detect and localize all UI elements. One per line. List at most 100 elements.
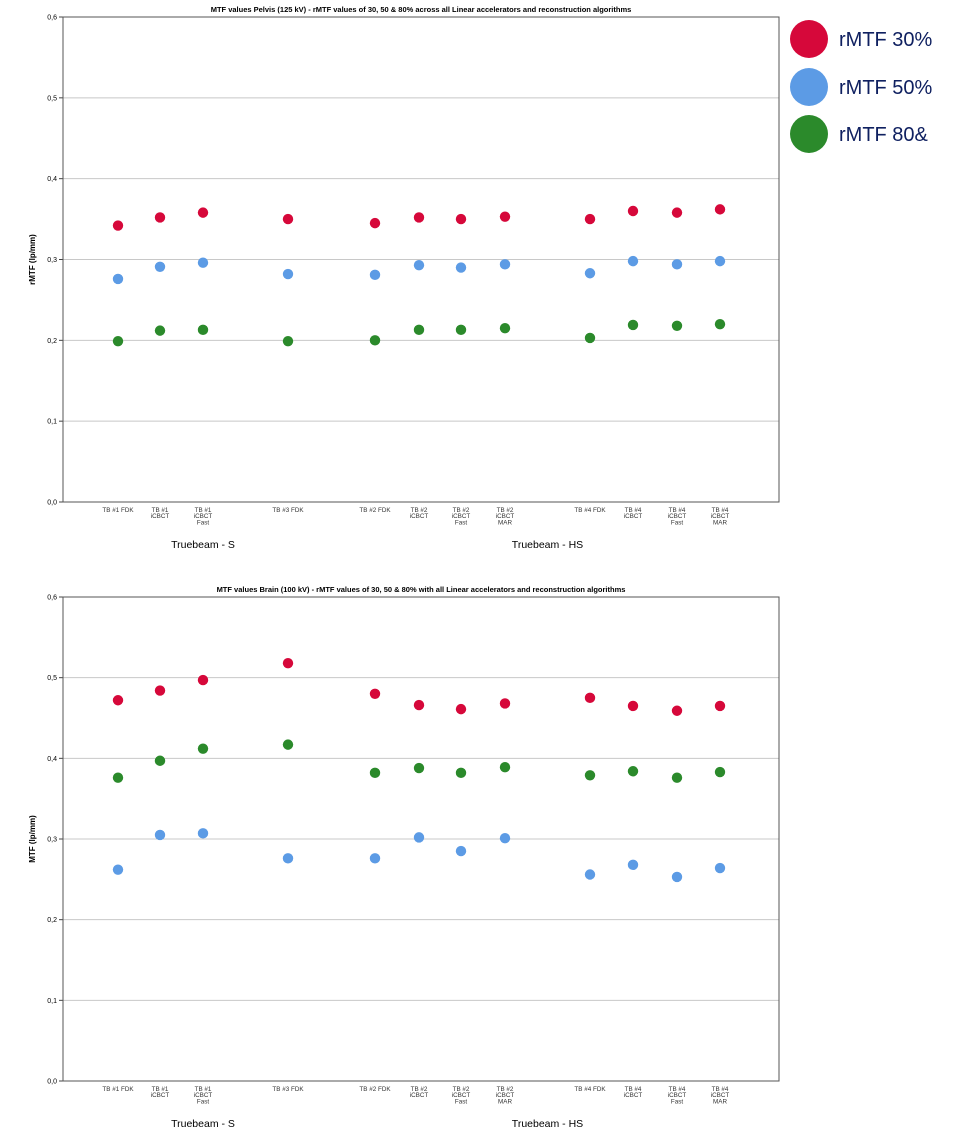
data-point xyxy=(154,325,166,336)
data-point xyxy=(455,324,467,336)
x-tick-label: TB #4 FDK xyxy=(574,1086,606,1093)
data-point xyxy=(584,770,596,781)
data-point xyxy=(112,772,124,783)
x-tick-label: TB #2 iCBCT MAR xyxy=(496,1086,515,1105)
x-group-label: Truebeam - HS xyxy=(512,539,583,551)
plot-frame xyxy=(62,596,780,1082)
legend-marker xyxy=(790,20,828,58)
legend-marker xyxy=(790,115,828,153)
data-point xyxy=(584,213,596,225)
data-point xyxy=(197,257,209,268)
chart-title: MTF values Pelvis (125 kV) - rMTF values… xyxy=(211,5,632,14)
data-point xyxy=(282,853,294,864)
x-tick-label: TB #1 iCBCT xyxy=(151,1086,170,1099)
legend-item-rmtf-50: rMTF 50% xyxy=(790,68,933,106)
data-point xyxy=(455,845,467,857)
data-point xyxy=(455,703,467,715)
data-point xyxy=(627,859,639,871)
x-tick-label: TB #1 iCBCT Fast xyxy=(194,507,213,526)
data-point xyxy=(584,692,596,704)
x-tick-label: TB #4 iCBCT xyxy=(624,1086,643,1099)
y-tick-label: 0,5 xyxy=(47,95,57,102)
data-point xyxy=(112,220,124,231)
data-point xyxy=(197,207,209,218)
x-tick-label: TB #2 iCBCT MAR xyxy=(496,507,515,526)
brain-chart: MTF values Brain (100 kV) - rMTF values … xyxy=(28,585,780,1130)
data-point xyxy=(197,674,209,686)
y-tick-label: 0,4 xyxy=(47,756,57,763)
data-point xyxy=(714,700,726,712)
data-point xyxy=(714,862,726,874)
x-tick-label: TB #3 FDK xyxy=(272,1086,304,1093)
data-point xyxy=(627,319,639,331)
data-point xyxy=(154,685,166,696)
data-point xyxy=(671,705,683,716)
data-point xyxy=(369,269,381,281)
x-tick-label: TB #4 iCBCT Fast xyxy=(668,1086,687,1105)
y-axis-label: MTF (lp/mm) xyxy=(28,815,37,863)
x-tick-label: TB #2 iCBCT Fast xyxy=(452,507,471,526)
data-point xyxy=(197,324,209,336)
x-tick-label: TB #2 iCBCT xyxy=(410,1086,429,1099)
data-point xyxy=(671,259,683,270)
y-tick-label: 0,4 xyxy=(47,176,57,183)
x-tick-label: TB #1 FDK xyxy=(102,507,134,514)
x-group-label: Truebeam - S xyxy=(171,539,235,551)
x-group-label: Truebeam - HS xyxy=(512,1118,583,1130)
x-tick-label: TB #2 iCBCT Fast xyxy=(452,1086,471,1105)
data-point xyxy=(499,323,511,334)
data-point xyxy=(499,832,511,844)
data-point xyxy=(499,259,511,270)
x-tick-label: TB #4 iCBCT Fast xyxy=(668,507,687,526)
data-point xyxy=(154,261,166,272)
data-point xyxy=(413,259,425,271)
x-group-label: Truebeam - S xyxy=(171,1118,235,1130)
data-point xyxy=(413,212,425,223)
data-point xyxy=(197,828,209,839)
data-point xyxy=(282,213,294,225)
y-tick-label: 0,1 xyxy=(47,419,57,426)
data-point xyxy=(714,204,726,215)
data-point xyxy=(112,695,124,706)
y-tick-label: 0,6 xyxy=(47,15,57,22)
data-point xyxy=(112,335,124,347)
data-point xyxy=(369,767,381,779)
data-point xyxy=(455,767,467,779)
y-axis-label: rMTF (lp/mm) xyxy=(28,234,37,285)
data-point xyxy=(627,255,639,267)
legend-item-rmtf-30: rMTF 30% xyxy=(790,20,933,58)
data-point xyxy=(197,743,209,754)
data-point xyxy=(282,657,294,669)
data-point xyxy=(282,739,294,750)
y-tick-label: 0,0 xyxy=(47,1079,57,1086)
legend-label: rMTF 30% xyxy=(839,29,933,51)
y-tick-label: 0,5 xyxy=(47,675,57,682)
x-tick-label: TB #1 iCBCT xyxy=(151,507,170,520)
data-point xyxy=(671,871,683,883)
y-tick-label: 0,3 xyxy=(47,257,57,264)
data-point xyxy=(671,320,683,331)
y-tick-label: 0,2 xyxy=(47,917,57,924)
data-point xyxy=(154,829,166,841)
pelvis-chart: MTF values Pelvis (125 kV) - rMTF values… xyxy=(28,5,780,551)
x-tick-label: TB #4 iCBCT xyxy=(624,507,643,520)
data-point xyxy=(413,762,425,774)
data-point xyxy=(282,335,294,347)
legend: rMTF 30% rMTF 50% rMTF 80& xyxy=(790,20,933,153)
data-point xyxy=(154,212,166,223)
y-tick-label: 0,3 xyxy=(47,837,57,844)
x-tick-label: TB #2 FDK xyxy=(359,507,391,514)
data-point xyxy=(369,335,381,346)
data-point xyxy=(714,766,726,778)
data-point xyxy=(112,864,124,875)
data-point xyxy=(714,255,726,267)
data-point xyxy=(584,332,596,344)
legend-label: rMTF 80& xyxy=(839,124,929,146)
x-tick-label: TB #4 iCBCT MAR xyxy=(711,1086,730,1105)
x-tick-label: TB #1 FDK xyxy=(102,1086,134,1093)
data-point xyxy=(112,273,124,285)
x-tick-label: TB #2 FDK xyxy=(359,1086,391,1093)
data-point xyxy=(369,853,381,864)
data-point xyxy=(455,262,467,273)
